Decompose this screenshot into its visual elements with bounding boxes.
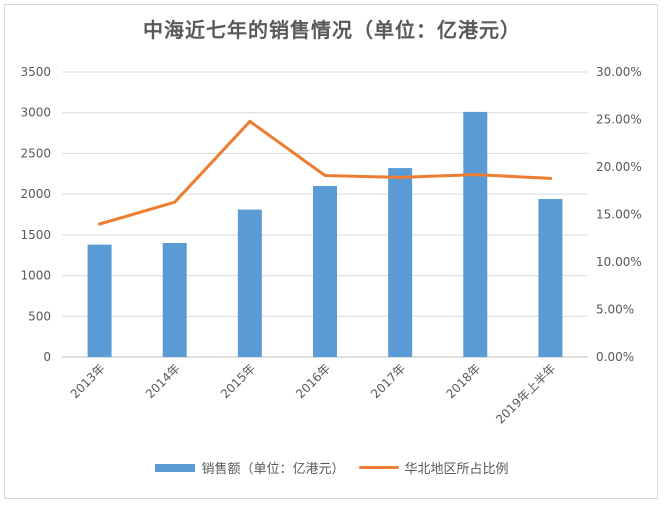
y-right-tick-label: 0.00%	[596, 350, 634, 364]
bar-sales	[237, 209, 262, 357]
line-point-ratio	[248, 119, 252, 123]
line-point-ratio	[548, 176, 552, 180]
y-left-tick-label: 0	[43, 350, 51, 364]
y-right-tick-label: 10.00%	[596, 255, 642, 269]
bar-sales	[87, 244, 112, 357]
legend-swatch-sales	[155, 463, 196, 472]
y-left-tick-label: 1500	[20, 228, 51, 242]
legend-label-sales: 销售额（单位：亿港元）	[201, 462, 345, 477]
legend: 销售额（单位：亿港元） 华北地区所占比例	[0, 458, 664, 477]
line-point-ratio	[323, 174, 327, 178]
y-left-tick-label: 2000	[20, 187, 51, 201]
y-left-tick-label: 1000	[20, 269, 51, 283]
x-tick-label: 2019年上半年	[493, 361, 558, 426]
x-tick-label: 2018年	[443, 361, 483, 401]
line-point-ratio	[473, 173, 477, 177]
legend-label-ratio: 华北地区所占比例	[404, 462, 509, 477]
y-left-tick-label: 3000	[20, 106, 51, 120]
bar-sales	[538, 199, 563, 357]
legend-item-sales: 销售额（单位：亿港元）	[155, 458, 345, 477]
line-point-ratio	[98, 222, 102, 226]
legend-item-ratio: 华北地区所占比例	[358, 458, 509, 477]
x-tick-label: 2014年	[143, 361, 183, 401]
y-right-tick-label: 5.00%	[596, 303, 634, 317]
y-left-tick-label: 2500	[20, 146, 51, 160]
x-tick-label: 2016年	[293, 361, 333, 401]
x-tick-label: 2017年	[368, 361, 408, 401]
line-point-ratio	[398, 175, 402, 179]
legend-swatch-ratio	[358, 466, 399, 469]
bar-sales	[162, 243, 187, 357]
x-tick-label: 2015年	[218, 361, 258, 401]
y-right-tick-label: 30.00%	[596, 65, 642, 79]
bar-sales	[313, 186, 337, 357]
y-left-tick-label: 3500	[20, 65, 51, 79]
y-right-tick-label: 15.00%	[596, 208, 642, 222]
y-left-tick-label: 500	[28, 309, 51, 323]
bar-sales	[388, 168, 413, 357]
chart-title: 中海近七年的销售情况（单位：亿港元）	[143, 18, 521, 42]
x-tick-label: 2013年	[68, 361, 108, 401]
line-point-ratio	[173, 200, 177, 204]
bar-sales	[463, 111, 488, 358]
y-right-tick-label: 20.00%	[596, 160, 642, 174]
y-right-tick-label: 25.00%	[596, 113, 642, 127]
